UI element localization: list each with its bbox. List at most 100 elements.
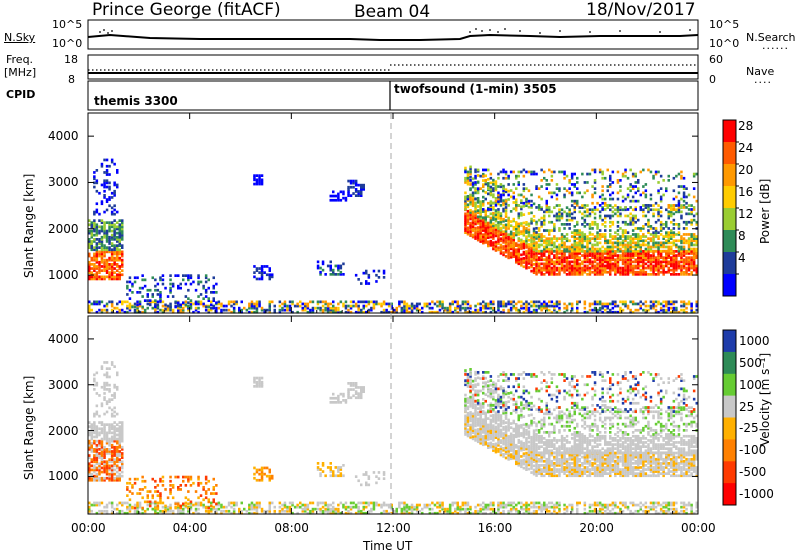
power-cell (537, 268, 541, 272)
power-cell (680, 270, 683, 274)
velocity-cell (268, 503, 271, 507)
power-cell (591, 185, 594, 188)
velocity-cell (692, 511, 696, 515)
power-cell (581, 268, 584, 272)
velocity-cell (182, 507, 185, 511)
power-cell (540, 185, 543, 188)
power-cell (614, 250, 617, 253)
freq-tick-bottom: 8 (68, 73, 75, 86)
power-cell (614, 273, 617, 276)
velocity-cell (105, 452, 109, 455)
power-cell (558, 210, 561, 214)
power-cell (616, 170, 620, 174)
power-cell (497, 308, 500, 312)
power-cell (466, 306, 470, 310)
velocity-cell (103, 470, 106, 474)
power-cell (88, 254, 91, 258)
power-cell (382, 276, 386, 279)
velocity-cell (393, 511, 396, 515)
power-cell (573, 262, 576, 266)
velocity-cell (110, 363, 114, 366)
power-cell (581, 239, 584, 243)
velocity-cell (217, 501, 221, 505)
power-cell (543, 258, 546, 262)
power-cell (609, 239, 612, 243)
power-cell (593, 266, 597, 270)
power-cell (563, 243, 566, 247)
power-cell (629, 243, 632, 247)
power-cell (604, 214, 607, 218)
power-cell (685, 206, 688, 209)
power-cell (382, 271, 386, 275)
velocity-cell (525, 503, 528, 507)
power-cell (667, 256, 670, 259)
power-cell (649, 208, 653, 212)
velocity-cell (268, 505, 271, 509)
velocity-cell (255, 511, 259, 515)
power-cell (616, 254, 620, 257)
velocity-cell (108, 464, 111, 468)
power-cell (626, 268, 630, 272)
velocity-cell (220, 503, 223, 507)
power-cell (657, 258, 660, 262)
power-cell (502, 176, 505, 180)
power-cell (576, 191, 579, 195)
velocity-cell (682, 503, 686, 507)
velocity-cell (116, 456, 119, 459)
power-cell (527, 266, 531, 269)
power-cell (624, 266, 627, 270)
power-cell (502, 226, 505, 229)
power-cell (525, 187, 528, 190)
power-cell (474, 235, 477, 238)
power-cell (634, 206, 637, 209)
velocity-cell (507, 509, 510, 513)
power-cell (476, 187, 480, 190)
power-cell (110, 258, 114, 262)
power-cell (494, 230, 498, 233)
power-cell (601, 245, 604, 249)
power-cell (484, 209, 487, 213)
power-cell (553, 262, 556, 266)
power-cell (451, 300, 454, 304)
power-cell (482, 185, 485, 188)
power-cell (601, 201, 604, 205)
power-cell (507, 252, 510, 255)
power-cell (665, 223, 668, 226)
power-cell (659, 270, 663, 274)
power-cell (95, 256, 99, 260)
power-cell (471, 229, 475, 233)
velocity-cell (476, 503, 480, 507)
velocity-cell (116, 458, 119, 461)
power-cell (520, 238, 523, 242)
power-cell (555, 239, 559, 243)
power-cell (675, 210, 678, 214)
power-cell (100, 227, 104, 231)
velocity-cell (685, 503, 688, 507)
power-cell (482, 239, 485, 243)
power-cell (530, 234, 533, 237)
power-cell (482, 172, 485, 176)
power-cell (171, 282, 175, 286)
velocity-cell (380, 511, 383, 515)
power-cell (169, 286, 172, 290)
power-cell (649, 197, 653, 201)
power-cell (497, 225, 500, 228)
power-cell (479, 200, 482, 204)
power-cell (103, 263, 106, 266)
power-cell (100, 242, 104, 245)
power-cell (667, 235, 670, 238)
power-cell (616, 260, 620, 264)
power-cell (570, 306, 574, 310)
power-cell (665, 270, 668, 274)
power-cell (677, 245, 681, 249)
power-cell (253, 304, 256, 308)
power-cell (499, 249, 503, 253)
power-cell (337, 192, 340, 196)
power-cell (591, 254, 594, 257)
power-cell (631, 218, 635, 222)
power-cell (357, 190, 360, 193)
power-cell (677, 266, 681, 270)
power-cell (171, 310, 175, 314)
power-cell (616, 229, 620, 232)
power-cell (545, 179, 548, 182)
